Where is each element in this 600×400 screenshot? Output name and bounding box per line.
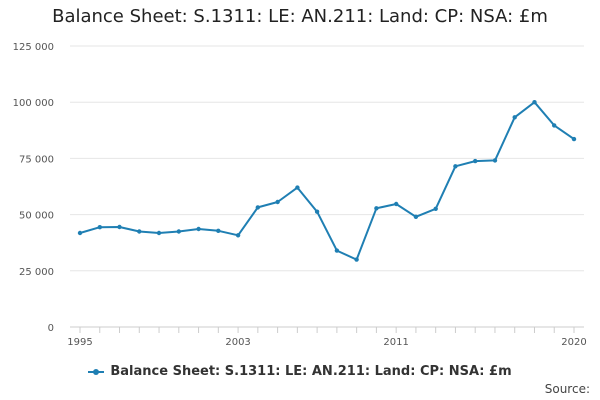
y-tick-label: 50 000 — [19, 211, 54, 222]
data-point — [433, 206, 438, 211]
data-point — [532, 100, 537, 105]
data-point — [77, 230, 83, 236]
data-point — [117, 224, 122, 230]
series-layer — [77, 100, 577, 262]
data-point — [255, 205, 260, 210]
legend-marker-icon — [88, 367, 105, 377]
x-tick-label: 2003 — [225, 337, 250, 348]
y-tick-label: 125 000 — [13, 42, 54, 53]
source-label: Source: — [544, 382, 590, 396]
y-tick-label: 75 000 — [19, 154, 54, 165]
data-point — [453, 164, 458, 169]
data-point — [235, 233, 241, 238]
y-tick-label: 0 — [48, 323, 54, 334]
y-tick-label: 100 000 — [13, 98, 54, 109]
y-tick-label: 25 000 — [19, 267, 54, 278]
data-point — [156, 230, 162, 236]
data-point — [97, 225, 103, 230]
data-point — [492, 158, 498, 163]
chart-title: Balance Sheet: S.1311: LE: AN.211: Land:… — [52, 6, 548, 27]
x-tick-label: 2011 — [383, 337, 408, 348]
x-tick-label: 1995 — [67, 337, 92, 348]
legend[interactable]: Balance Sheet: S.1311: LE: AN.211: Land:… — [0, 364, 600, 379]
data-point — [275, 199, 280, 205]
data-point — [374, 206, 379, 211]
x-axis-labels: 1995 2003 2011 2020 — [67, 337, 586, 348]
data-point — [473, 158, 478, 164]
data-point — [394, 201, 399, 207]
data-point — [314, 209, 320, 214]
data-point — [413, 214, 419, 219]
data-point — [334, 248, 340, 253]
data-point — [571, 136, 577, 142]
legend-label: Balance Sheet: S.1311: LE: AN.211: Land:… — [110, 364, 512, 379]
data-point — [512, 115, 517, 120]
x-axis — [70, 326, 584, 333]
data-point — [137, 229, 142, 234]
data-point — [216, 228, 221, 233]
data-point — [176, 229, 181, 234]
data-point — [552, 123, 557, 128]
data-point — [354, 257, 359, 262]
series-line — [79, 101, 575, 261]
data-point — [295, 185, 300, 190]
grid-lines — [70, 45, 584, 272]
data-point — [196, 226, 201, 232]
x-tick-label: 2020 — [561, 337, 586, 348]
y-axis-labels: 0 25 000 50 000 75 000 100 000 125 000 — [13, 42, 54, 334]
